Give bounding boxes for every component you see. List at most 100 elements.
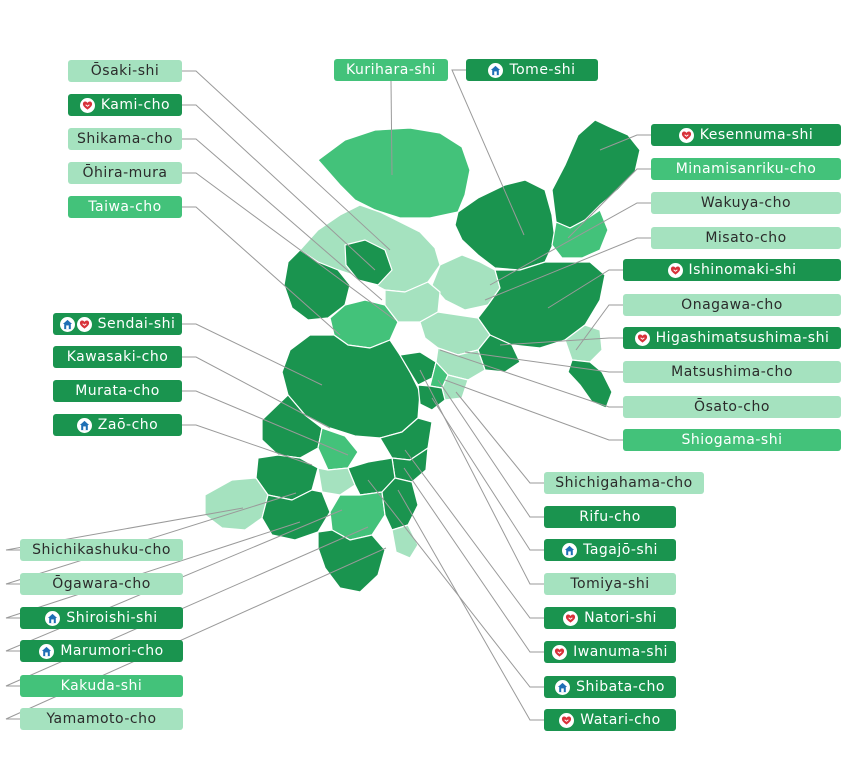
leader-line-kurihara-shi	[390, 80, 393, 176]
label-text: Kurihara-shi	[346, 62, 436, 78]
house-icon	[76, 417, 92, 433]
label-shichigahama-cho[interactable]: Shichigahama-cho	[544, 472, 704, 494]
label-marumori-cho[interactable]: Marumori-cho	[20, 640, 183, 662]
label-text: Kakuda-shi	[60, 678, 143, 694]
region-marumori-cho[interactable]	[317, 529, 386, 593]
region-kurihara-shi[interactable]	[317, 127, 471, 219]
label-kawasaki-cho[interactable]: Kawasaki-cho	[53, 346, 182, 368]
label-text: Kesennuma-shi	[699, 127, 814, 143]
label-text: Taiwa-cho	[88, 199, 162, 215]
region-shichikashuku-cho[interactable]	[204, 477, 269, 531]
leader-line-shichigahama-cho	[455, 391, 544, 484]
house-icon	[39, 643, 55, 659]
label-text: Tagajō-shi	[583, 542, 658, 558]
leader-line-wakuya-cho	[489, 202, 651, 286]
label-yamamoto-cho[interactable]: Yamamoto-cho	[20, 708, 183, 730]
label-shiroishi-shi[interactable]: Shiroishi-shi	[20, 607, 183, 629]
leader-line-onagawa-cho	[575, 304, 623, 351]
label-rifu-cho[interactable]: Rifu-cho	[544, 506, 676, 528]
label-watari-cho[interactable]: Watari-cho	[544, 709, 676, 731]
label-iwanuma-shi[interactable]: Iwanuma-shi	[544, 641, 676, 663]
label-icons	[562, 542, 578, 558]
label-sendai-shi[interactable]: Sendai-shi	[53, 313, 182, 335]
label-shichikashuku-cho[interactable]: Shichikashuku-cho	[20, 539, 183, 561]
region-watari-cho[interactable]	[381, 477, 419, 531]
label-text: Watari-cho	[580, 712, 661, 728]
label-kesennuma-shi[interactable]: Kesennuma-shi	[651, 124, 841, 146]
region-oshika-peninsula[interactable]	[567, 359, 613, 409]
label-zao-cho[interactable]: Zaō-cho	[53, 414, 182, 436]
label-osaki-shi[interactable]: Ōsaki-shi	[68, 60, 182, 82]
leader-line-ohira-mura	[182, 172, 396, 321]
map-regions	[204, 119, 641, 593]
house-icon	[555, 679, 571, 695]
region-tagajo-shi[interactable]	[417, 384, 446, 411]
label-text: Sendai-shi	[97, 316, 176, 332]
heart-hands-icon	[552, 644, 568, 660]
label-text: Kami-cho	[100, 97, 171, 113]
label-kakuda-shi[interactable]: Kakuda-shi	[20, 675, 183, 697]
region-kesennuma-shi[interactable]	[551, 119, 641, 229]
leader-line-murata-cho	[182, 390, 349, 456]
label-murata-cho[interactable]: Murata-cho	[53, 380, 182, 402]
label-ishinomaki-shi[interactable]: Ishinomaki-shi	[623, 259, 841, 281]
label-icons	[563, 610, 579, 626]
label-tagajo-shi[interactable]: Tagajō-shi	[544, 539, 676, 561]
heart-hands-icon	[678, 127, 694, 143]
label-text: Matsushima-cho	[671, 364, 793, 380]
leader-line-sendai-shi	[182, 323, 323, 386]
region-shikama-cho[interactable]	[344, 239, 393, 286]
label-taiwa-cho[interactable]: Taiwa-cho	[68, 196, 182, 218]
label-text: Marumori-cho	[60, 643, 164, 659]
label-ogawara-cho[interactable]: Ōgawara-cho	[20, 573, 183, 595]
label-minamisanriku-cho[interactable]: Minamisanriku-cho	[651, 158, 841, 180]
leader-line-shichikashuku-cho	[5, 507, 244, 551]
label-text: Shichigahama-cho	[555, 475, 693, 491]
label-onagawa-cho[interactable]: Onagawa-cho	[623, 294, 841, 316]
label-icons	[634, 330, 650, 346]
leader-line-tagajo-shi	[431, 397, 544, 551]
label-icons	[559, 712, 575, 728]
label-text: Ōhira-mura	[82, 165, 168, 181]
heart-hands-icon	[79, 97, 95, 113]
house-icon	[59, 316, 75, 332]
label-text: Wakuya-cho	[700, 195, 792, 211]
leader-line-shiroishi-shi	[5, 521, 301, 619]
leader-line-minamisanriku-cho	[567, 168, 651, 239]
label-wakuya-cho[interactable]: Wakuya-cho	[651, 192, 841, 214]
label-shiogama-shi[interactable]: Shiogama-shi	[623, 429, 841, 451]
leader-line-shikama-cho	[182, 138, 383, 301]
leader-line-kami-cho	[182, 104, 376, 271]
leader-line-misato-cho	[484, 237, 651, 301]
label-text: Iwanuma-shi	[573, 644, 668, 660]
label-text: Rifu-cho	[579, 509, 641, 525]
label-osato-cho[interactable]: Ōsato-cho	[623, 396, 841, 418]
label-misato-cho[interactable]: Misato-cho	[651, 227, 841, 249]
label-tomiya-shi[interactable]: Tomiya-shi	[544, 573, 676, 595]
leader-line-osaki-shi	[182, 70, 391, 251]
house-icon	[488, 62, 504, 78]
heart-hands-icon	[667, 262, 683, 278]
label-kurihara-shi[interactable]: Kurihara-shi	[334, 59, 448, 81]
label-icons	[39, 643, 55, 659]
leader-line-tomiya-shi	[419, 369, 544, 585]
region-tome-shi[interactable]	[454, 179, 556, 271]
label-text: Minamisanriku-cho	[675, 161, 817, 177]
heart-hands-icon	[563, 610, 579, 626]
label-text: Tome-shi	[509, 62, 576, 78]
label-tome-shi[interactable]: Tome-shi	[466, 59, 598, 81]
label-icons	[552, 644, 568, 660]
label-matsushima-cho[interactable]: Matsushima-cho	[623, 361, 841, 383]
label-kami-cho[interactable]: Kami-cho	[68, 94, 182, 116]
region-minamisanriku-cho[interactable]	[551, 209, 609, 259]
label-shibata-cho[interactable]: Shibata-cho	[544, 676, 676, 698]
label-natori-shi[interactable]: Natori-shi	[544, 607, 676, 629]
label-ohira-mura[interactable]: Ōhira-mura	[68, 162, 182, 184]
heart-hands-icon	[634, 330, 650, 346]
label-shikama-cho[interactable]: Shikama-cho	[68, 128, 182, 150]
region-yamamoto-cho[interactable]	[391, 524, 419, 559]
label-text: Natori-shi	[584, 610, 657, 626]
label-higashimatsushima-shi[interactable]: Higashimatsushima-shi	[623, 327, 841, 349]
